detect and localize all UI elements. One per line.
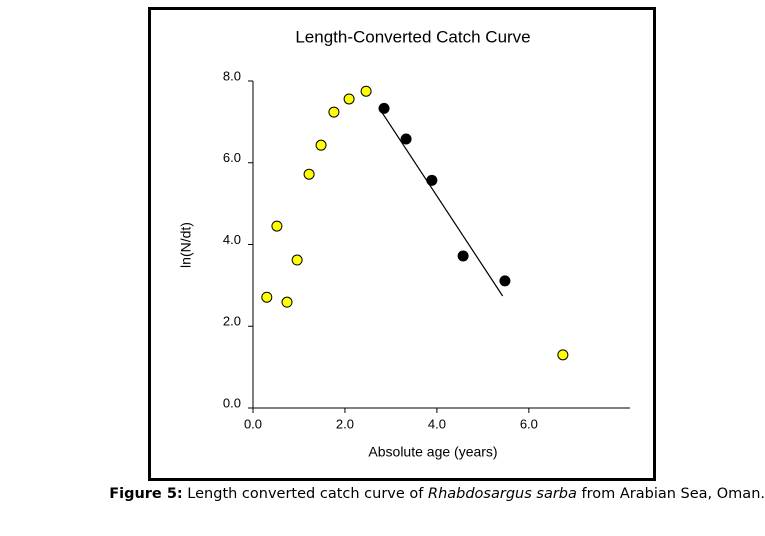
caption-species: Rhabdosargus sarba [428,486,577,502]
data-point [315,139,327,151]
x-tick-label: 2.0 [336,416,354,431]
x-axis-label: Absolute age (years) [368,444,497,460]
data-point [360,85,372,97]
data-point [328,106,340,118]
chart: Length-Converted Catch Curve Absolute ag… [148,7,656,481]
y-tick-label: 4.0 [223,232,241,247]
chart-frame [148,7,656,481]
data-point [343,93,355,105]
data-point [281,296,293,308]
x-tick-label: 4.0 [428,416,446,431]
y-axis-label: ln(N/dt) [178,222,194,268]
caption-label: Figure 5: [109,486,183,502]
data-point [291,254,303,266]
y-tick-label: 8.0 [223,68,241,83]
data-point [261,291,273,303]
x-tick-label: 0.0 [244,416,262,431]
data-point [271,220,283,232]
data-point [303,168,315,180]
data-point [457,250,469,262]
chart-title: Length-Converted Catch Curve [295,27,530,46]
caption-text: Length converted catch curve of [182,486,428,502]
caption: Figure 5: Length converted catch curve o… [0,486,765,502]
x-tick-label: 6.0 [520,416,538,431]
caption-rest: from Arabian Sea, Oman. [576,486,765,502]
y-tick-label: 6.0 [223,150,241,165]
data-point [499,275,511,287]
y-tick-label: 2.0 [223,314,241,329]
y-tick-label: 0.0 [223,395,241,410]
data-point [557,349,569,361]
data-point [426,174,438,186]
data-point [400,133,412,145]
data-point [378,102,390,114]
regression-line [381,111,504,297]
